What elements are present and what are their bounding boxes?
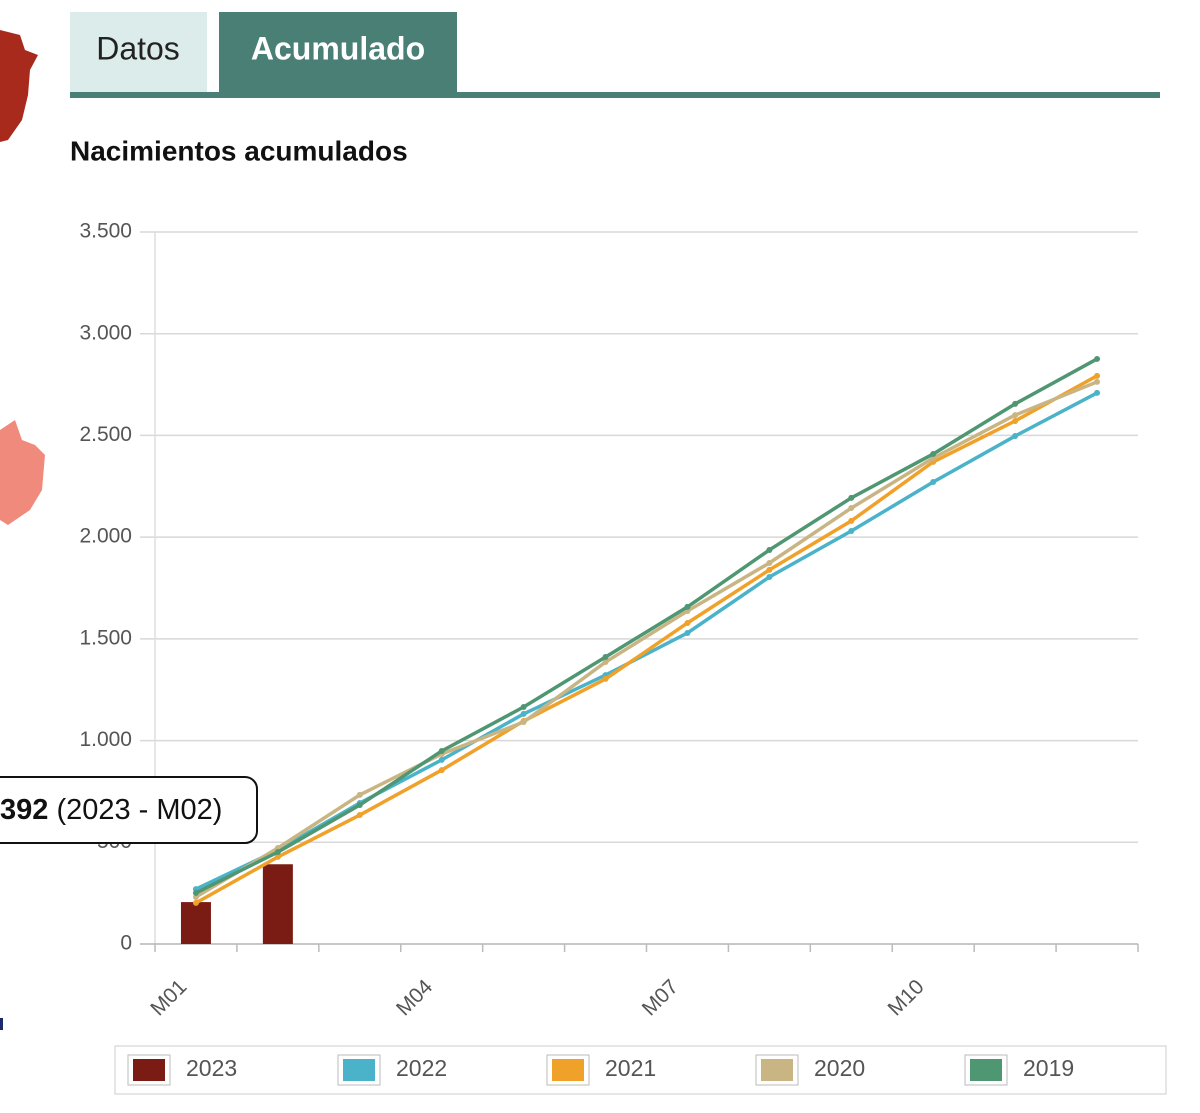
point [192,889,199,896]
point [520,704,527,711]
tooltip: 392 (2023 - M02) [0,776,258,844]
x-tick-label: M01 [146,975,191,1020]
legend-swatch [970,1059,1002,1081]
point [684,629,691,636]
point [766,566,773,573]
tab-label[interactable]: Acumulado [251,30,425,66]
point [274,849,281,856]
point [1094,378,1101,385]
tab-active[interactable] [219,12,457,92]
line [195,391,1098,891]
point [356,812,363,819]
point [1012,412,1019,419]
y-tick-label: 2.000 [79,525,132,548]
y-tick-label: 0 [120,932,132,955]
tab[interactable] [70,12,207,92]
legend-label: 2023 [186,1055,237,1081]
point [1012,400,1019,407]
x-tick-label: M04 [392,975,437,1020]
y-tick-label: 2.500 [79,423,132,446]
bar [180,902,211,944]
point [1012,417,1019,424]
point [438,756,445,763]
tab-label[interactable]: Datos [96,30,180,66]
map-fragment [0,30,38,142]
tab-underline [70,92,1160,98]
point [602,653,609,660]
point [848,494,855,501]
map-fragment [0,420,45,525]
point [1094,389,1101,396]
point [1012,433,1019,440]
x-tick-label: M10 [884,975,929,1020]
map-fragment [0,1018,3,1030]
plot: 05001.0001.5002.0002.5003.0003.500M01M04… [79,220,1139,1020]
legend-label: 2021 [605,1055,656,1081]
point [602,659,609,666]
point [356,791,363,798]
legend-label: 2022 [396,1055,447,1081]
y-tick-label: 3.000 [79,321,132,344]
point [684,619,691,626]
point [356,802,363,809]
point [520,710,527,717]
point [602,675,609,682]
point [766,559,773,566]
point [274,853,281,860]
legend-label: 2019 [1023,1055,1074,1081]
legend-swatch [133,1059,165,1081]
point [1094,372,1101,379]
point [930,479,937,486]
line [195,380,1098,899]
point [930,450,937,457]
point [684,603,691,610]
point [1094,355,1101,362]
legend-swatch [343,1059,375,1081]
y-tick-label: 3.500 [79,220,132,243]
point [848,517,855,524]
point [192,899,199,906]
tooltip-box [0,776,258,844]
line [195,374,1098,905]
point [848,505,855,512]
legend-swatch [552,1059,584,1081]
legend-swatch [761,1059,793,1081]
point [848,528,855,535]
y-tick-label: 1.500 [79,626,132,649]
point [766,574,773,581]
point [438,767,445,774]
point [438,747,445,754]
line [195,357,1098,895]
bar [262,864,293,944]
point [766,546,773,553]
tooltip-text: 392 (2023 - M02) [0,794,222,826]
legend-label: 2020 [814,1055,865,1081]
y-tick-label: 1.000 [79,728,132,751]
tooltip-detail: (2023 - M02) [56,794,222,826]
x-tick-label: M07 [638,975,683,1020]
chart-title: Nacimientos acumulados [70,135,408,166]
point [520,719,527,726]
tooltip-value: 392 [0,794,48,826]
